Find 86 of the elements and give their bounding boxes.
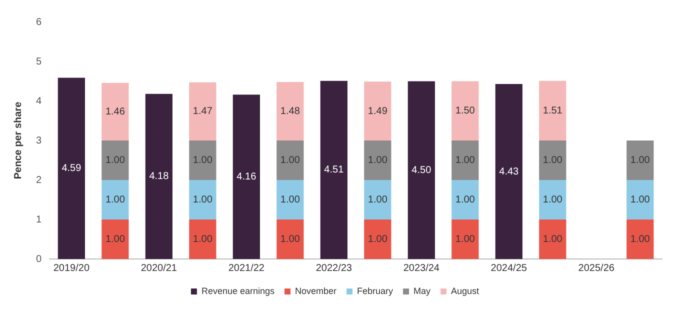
- y-tick-label: 6: [36, 16, 42, 28]
- data-label: 1.00: [368, 155, 388, 166]
- data-label: 1.00: [630, 194, 650, 206]
- bar: [539, 140, 566, 180]
- data-label: 1.00: [455, 155, 476, 166]
- bar: [102, 82, 129, 140]
- bar: [626, 220, 654, 259]
- y-tick-label: 1: [36, 214, 42, 226]
- bar: [102, 180, 129, 220]
- bar: [276, 220, 304, 259]
- data-label: 1.00: [192, 155, 213, 166]
- bar: [189, 82, 216, 140]
- bar: [452, 140, 479, 180]
- bar: [232, 94, 260, 259]
- data-label: 1.00: [455, 194, 476, 206]
- x-tick-label: 2023/24: [403, 262, 440, 274]
- data-label: 1.00: [630, 234, 650, 245]
- legend-label: May: [414, 286, 432, 296]
- bar: [539, 220, 566, 259]
- x-tick-label: 2024/25: [490, 262, 528, 274]
- bar: [189, 220, 216, 259]
- bar: [276, 82, 304, 140]
- data-label: 4.51: [324, 164, 344, 176]
- data-label: 1.47: [192, 106, 213, 118]
- data-label: 1.00: [192, 194, 213, 206]
- y-tick-label: 0: [36, 254, 42, 265]
- data-label: 1.00: [368, 234, 388, 245]
- data-label: 1.46: [105, 106, 126, 118]
- data-label: 4.18: [149, 171, 170, 182]
- data-label: 1.50: [455, 106, 476, 117]
- data-label: 1.00: [630, 155, 650, 166]
- x-tick-label: 2022/23: [316, 262, 352, 274]
- legend-label: August: [451, 286, 480, 296]
- bar: [276, 180, 304, 220]
- bar: [189, 140, 216, 180]
- bar: [452, 220, 479, 259]
- data-label: 1.49: [368, 106, 388, 117]
- bar: [364, 140, 392, 180]
- bar: [145, 94, 172, 259]
- data-label: 1.00: [368, 194, 388, 206]
- data-label: 4.43: [499, 166, 520, 178]
- bar: [452, 81, 479, 140]
- y-tick-label: 2: [36, 174, 42, 186]
- bar: [102, 140, 129, 180]
- bar: [539, 80, 566, 140]
- bar: [364, 82, 392, 140]
- data-label: 4.16: [236, 172, 257, 183]
- data-label: 1.00: [105, 155, 126, 166]
- y-axis-title: Pence per share: [12, 101, 24, 180]
- data-label: 1.00: [542, 194, 563, 206]
- data-label: 4.50: [412, 164, 432, 176]
- data-label: 1.00: [105, 234, 126, 245]
- bar: [539, 180, 566, 220]
- bar: [58, 78, 85, 259]
- data-label: 4.59: [62, 163, 82, 174]
- bar: [102, 220, 129, 259]
- legend-label: November: [295, 286, 337, 296]
- data-label: 1.00: [280, 234, 300, 245]
- data-label: 1.00: [280, 155, 300, 166]
- legend-label: February: [357, 286, 394, 296]
- legend-label: Revenue earnings: [201, 286, 275, 296]
- data-label: 1.51: [542, 105, 563, 116]
- bar: [626, 140, 654, 180]
- x-tick-label: 2020/21: [140, 262, 178, 274]
- bar: [189, 180, 216, 220]
- bar: [495, 84, 522, 259]
- y-tick-label: 3: [36, 135, 42, 146]
- x-tick-label: 2025/26: [578, 262, 615, 274]
- x-tick-label: 2019/20: [53, 262, 90, 274]
- data-label: 1.00: [455, 234, 476, 245]
- bar: [276, 140, 304, 180]
- y-tick-label: 4: [36, 96, 42, 107]
- bar: [320, 80, 348, 259]
- x-tick-label: 2021/22: [228, 262, 265, 274]
- data-label: 1.00: [542, 155, 563, 166]
- data-label: 1.00: [192, 234, 213, 245]
- bar: [452, 180, 479, 220]
- data-label: 1.48: [280, 106, 300, 118]
- y-tick-label: 5: [36, 56, 42, 68]
- bar: [364, 220, 392, 259]
- bar: [408, 81, 435, 259]
- bar: [626, 180, 654, 220]
- data-label: 1.00: [105, 194, 126, 206]
- bar: [364, 180, 392, 220]
- data-label: 1.00: [280, 194, 300, 206]
- data-label: 1.00: [542, 234, 563, 245]
